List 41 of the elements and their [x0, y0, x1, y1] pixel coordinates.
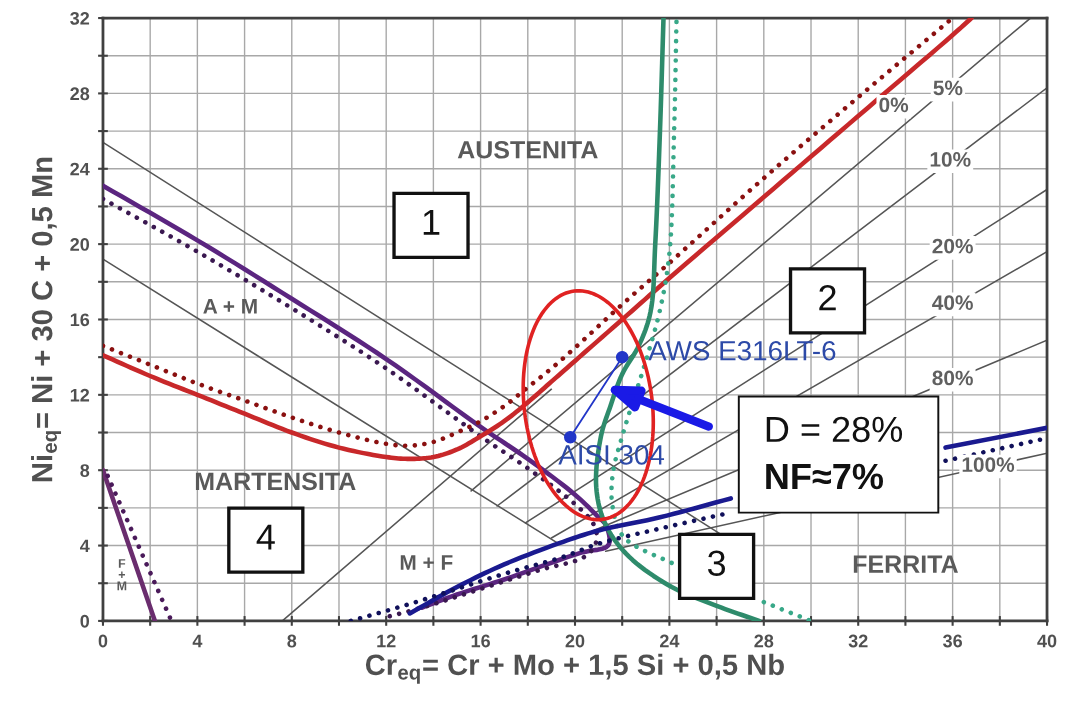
annotation: 5% — [933, 80, 963, 96]
x-tick-label: 12 — [377, 634, 396, 648]
x-axis-title: Cr$_{eq}$= Cr + Mo + 1,5 Si + 0,5 Nb — [365, 653, 784, 684]
annotation: 0% — [879, 97, 909, 113]
y-tick-label: 0 — [80, 614, 90, 628]
annotation: A + M — [203, 299, 257, 314]
annotation: 4 — [256, 524, 275, 550]
annotation: 40% — [932, 295, 973, 311]
y-tick-label: 32 — [70, 11, 90, 25]
annotation: MARTENSITA — [195, 472, 356, 491]
y-tick-label: 12 — [70, 388, 90, 402]
x-tick-label: 0 — [98, 634, 108, 648]
annotation: 20% — [932, 238, 973, 254]
annotation: NF≈7% — [766, 463, 884, 490]
annotation: 3 — [707, 550, 726, 576]
x-tick-label: 4 — [192, 634, 203, 648]
annotation: 1 — [423, 209, 440, 235]
x-tick-label: 32 — [848, 634, 868, 648]
y-tick-label: 20 — [70, 238, 90, 251]
y-tick-label: 4 — [80, 539, 90, 553]
x-tick-label: 40 — [1037, 634, 1057, 648]
y-axis-title: Ni$_{eq}$= Ni + 30 C + 0,5 Mn — [31, 157, 62, 482]
x-tick-label: 24 — [659, 634, 680, 648]
x-tick-label: 36 — [942, 634, 963, 648]
x-tick-label: 28 — [754, 634, 774, 648]
annotation: 2 — [819, 284, 836, 311]
annotation: FERRITA — [853, 555, 958, 573]
annotation: AUSTENITA — [457, 140, 598, 159]
y-tick-label: 24 — [70, 162, 90, 176]
x-tick-label: 20 — [565, 634, 585, 648]
annotation: F + M — [117, 559, 127, 591]
y-tick-label: 8 — [80, 464, 90, 477]
annotation: D = 28% — [766, 416, 903, 443]
x-tick-label: 8 — [287, 634, 297, 648]
annotation: 10% — [930, 152, 971, 167]
x-tick-label: 16 — [471, 634, 490, 648]
annotation: 100% — [962, 457, 1015, 473]
annotation: M + F — [400, 555, 453, 570]
y-tick-label: 28 — [70, 87, 90, 101]
annotation: 80% — [932, 370, 973, 386]
y-tick-label: 16 — [70, 313, 90, 327]
